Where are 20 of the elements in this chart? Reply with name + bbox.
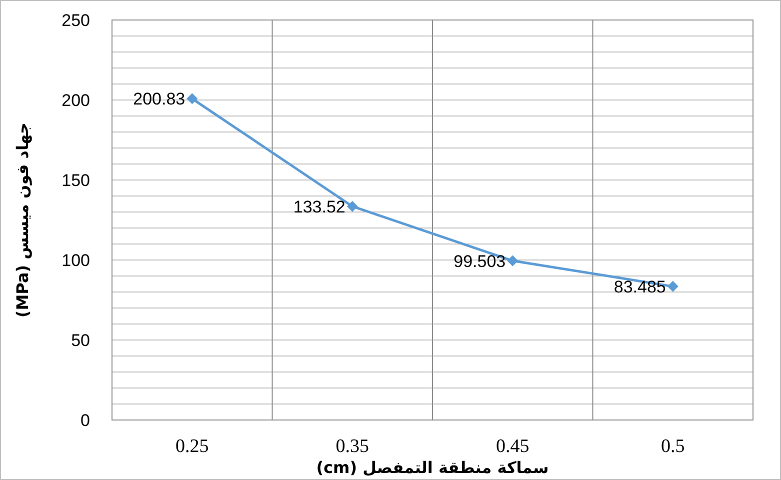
x-axis-title: سماكة منطقة التمفصل (cm)	[316, 458, 549, 477]
data-label: 200.83	[133, 90, 186, 109]
y-tick-label: 150	[62, 171, 90, 190]
y-tick-label: 100	[62, 251, 90, 270]
y-tick-label: 250	[62, 11, 90, 30]
x-tick-label: 0.35	[336, 436, 369, 457]
y-axis-title: جهاد فون ميسس (MPa)	[13, 122, 32, 318]
data-label: 99.503	[454, 252, 506, 271]
x-tick-label: 0.45	[496, 436, 530, 457]
point	[507, 255, 518, 266]
y-tick-label: 0	[80, 411, 90, 430]
point	[346, 200, 358, 212]
data-label: 133.52	[293, 197, 346, 216]
point	[667, 280, 678, 292]
data-label: 83.485	[614, 277, 666, 296]
y-tick-label: 50	[71, 331, 90, 350]
y-tick-label: 200	[62, 91, 90, 110]
x-tick-label: 0.25	[176, 436, 209, 457]
point	[186, 93, 198, 104]
x-tick-label: 0.5	[661, 436, 685, 457]
